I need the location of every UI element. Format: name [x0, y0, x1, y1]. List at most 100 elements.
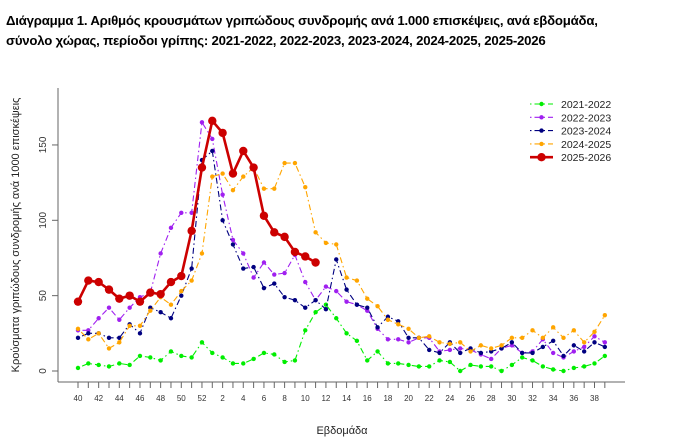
x-tick-label: 48 — [156, 394, 165, 403]
x-tick-label: 44 — [115, 394, 124, 403]
data-point — [540, 335, 546, 341]
data-point — [137, 331, 143, 336]
data-point — [550, 338, 556, 344]
data-point — [106, 335, 112, 341]
data-point — [354, 338, 360, 344]
series-line — [77, 149, 606, 357]
data-point — [158, 251, 163, 256]
legend-marker — [539, 115, 544, 120]
data-point — [489, 346, 494, 351]
data-point — [261, 285, 267, 291]
x-tick-label: 14 — [342, 394, 351, 403]
data-point — [385, 337, 391, 342]
data-point — [344, 275, 349, 280]
data-point — [158, 358, 163, 363]
data-point — [282, 359, 287, 365]
data-point — [259, 211, 269, 220]
data-point — [519, 350, 525, 356]
legend-marker — [539, 128, 544, 133]
data-point — [86, 337, 91, 342]
data-point — [272, 186, 277, 191]
x-tick-label: 40 — [74, 394, 83, 403]
x-tick-label: 42 — [94, 394, 103, 403]
data-point — [94, 277, 103, 287]
data-point — [179, 293, 184, 298]
x-tick-label: 2 — [220, 394, 225, 403]
legend-label: 2025-2026 — [561, 152, 611, 164]
legend-marker — [539, 141, 544, 147]
data-point — [189, 355, 194, 360]
series-2024-2025 — [75, 160, 608, 354]
data-point — [197, 163, 207, 172]
data-point — [282, 270, 287, 276]
data-point — [230, 187, 236, 193]
data-point — [261, 350, 267, 356]
data-point — [272, 272, 277, 277]
data-point — [365, 296, 370, 301]
data-point — [179, 288, 184, 294]
data-point — [199, 340, 205, 345]
data-point — [220, 171, 225, 176]
data-point — [396, 322, 401, 327]
data-point — [199, 120, 205, 125]
data-point — [189, 266, 194, 271]
data-point — [106, 364, 112, 369]
data-point — [179, 210, 184, 215]
data-point — [220, 218, 225, 223]
data-point — [396, 337, 401, 342]
data-point — [137, 323, 143, 328]
x-tick-label: 36 — [569, 394, 578, 403]
data-point — [427, 347, 432, 353]
data-point — [303, 184, 308, 190]
data-point — [499, 343, 504, 348]
data-point — [571, 343, 577, 348]
data-point — [251, 356, 256, 362]
data-point — [96, 316, 101, 321]
data-point — [334, 288, 339, 294]
data-point — [125, 291, 134, 300]
data-point — [84, 276, 93, 285]
data-point — [592, 361, 597, 366]
data-point — [292, 160, 298, 166]
data-point — [571, 349, 577, 354]
data-point — [241, 266, 246, 271]
data-point — [458, 340, 463, 345]
data-point — [117, 340, 122, 345]
data-point — [509, 362, 515, 368]
data-point — [385, 317, 391, 322]
data-point — [177, 271, 186, 281]
legend-label: 2024-2025 — [561, 139, 611, 151]
data-point — [210, 350, 215, 356]
data-point — [230, 242, 236, 247]
data-point — [272, 281, 277, 286]
data-point — [323, 284, 329, 289]
data-point — [75, 365, 81, 371]
data-point — [168, 349, 174, 354]
data-point — [75, 335, 81, 341]
data-point — [416, 364, 422, 369]
x-tick-label: 18 — [383, 394, 392, 403]
data-point — [375, 325, 380, 330]
data-point — [148, 308, 153, 313]
data-point — [241, 251, 246, 256]
data-point — [406, 362, 411, 368]
data-point — [344, 331, 349, 336]
data-point — [344, 299, 349, 304]
data-point — [106, 305, 112, 310]
data-point — [218, 128, 227, 138]
data-point — [251, 275, 256, 280]
data-point — [365, 358, 370, 363]
data-point — [561, 335, 566, 341]
data-point — [581, 344, 587, 350]
data-point — [117, 335, 122, 341]
x-tick-label: 6 — [262, 394, 267, 403]
data-point — [344, 287, 349, 292]
x-tick-label: 38 — [590, 394, 599, 403]
data-point — [115, 294, 124, 303]
data-point — [530, 328, 535, 333]
data-point — [228, 169, 238, 178]
data-point — [303, 305, 308, 310]
data-point — [280, 232, 289, 242]
data-point — [146, 288, 155, 297]
data-point — [427, 364, 432, 369]
